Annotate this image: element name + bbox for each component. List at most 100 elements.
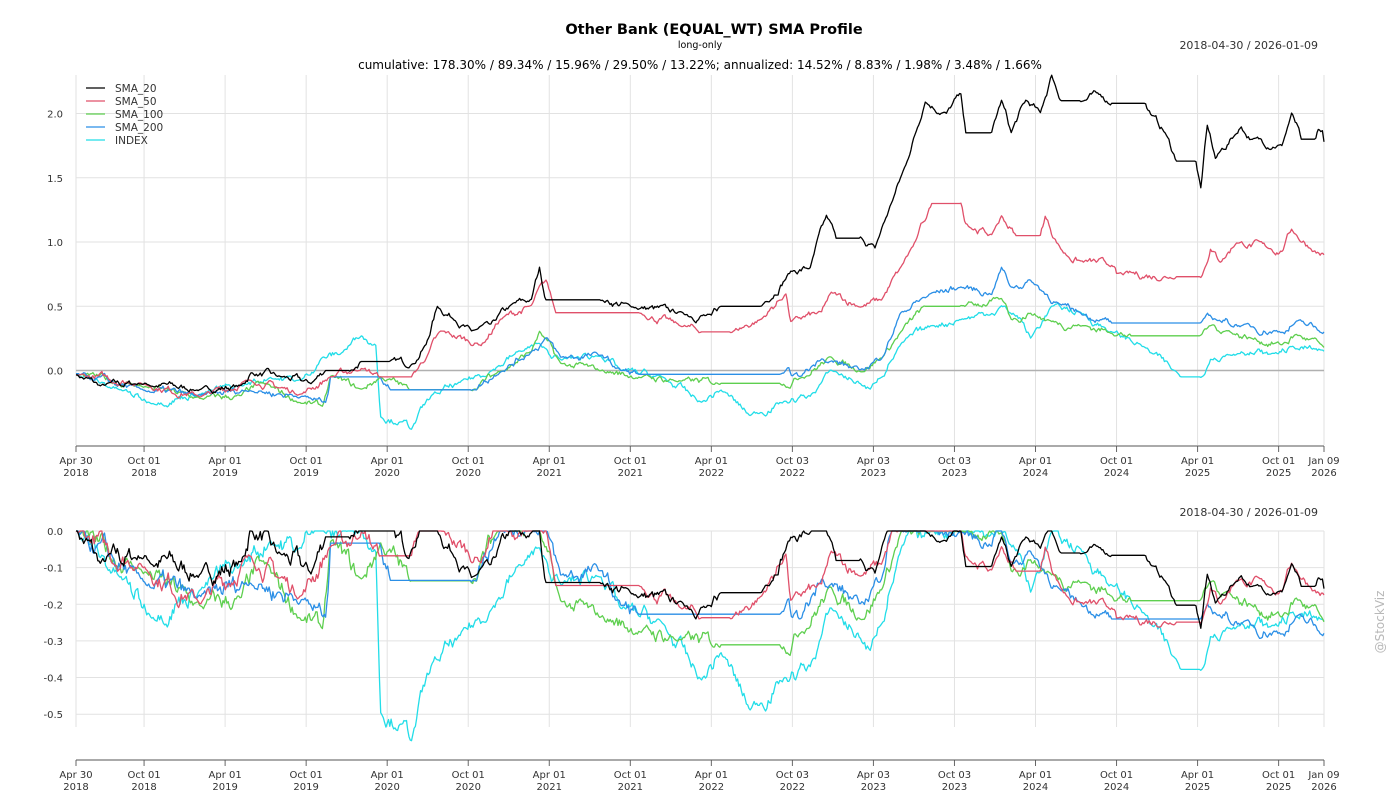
chart-title: Other Bank (EQUAL_WT) SMA Profile: [565, 22, 863, 38]
top-xtick-label: 2019: [212, 468, 237, 479]
chart-subtitle: long-only: [678, 40, 723, 51]
bottom-xtick-label: 2026: [1311, 782, 1336, 793]
top-xtick-label: 2021: [537, 468, 562, 479]
bottom-xtick-label: 2020: [374, 782, 399, 793]
legend-label: INDEX: [115, 135, 148, 147]
bottom-xtick-label: 2019: [293, 782, 318, 793]
top-ytick-label: 1.0: [47, 238, 63, 249]
top-ytick-label: 1.5: [47, 174, 63, 185]
top-xtick-label: 2022: [780, 468, 805, 479]
top-xtick-label: Apr 01: [1019, 456, 1052, 467]
bottom-xtick-label: Apr 01: [533, 770, 566, 781]
bottom-xtick-label: 2021: [537, 782, 562, 793]
top-xtick-label: 2019: [293, 468, 318, 479]
bottom-xtick-label: Apr 30: [59, 770, 92, 781]
top-series-sma-50: [75, 202, 1325, 399]
bottom-xtick-label: 2022: [780, 782, 805, 793]
bottom-ytick-label: 0.0: [47, 527, 63, 538]
top-xtick-label: 2024: [1023, 468, 1048, 479]
top-xtick-label: 2026: [1311, 468, 1336, 479]
top-xtick-label: Jan 09: [1307, 456, 1339, 467]
top-xtick-label: Apr 01: [1181, 456, 1214, 467]
top-xtick-label: Apr 01: [371, 456, 404, 467]
bottom-xtick-label: 2019: [212, 782, 237, 793]
top-xtick-label: Apr 01: [695, 456, 728, 467]
bottom-xtick-label: Apr 01: [1181, 770, 1214, 781]
top-xtick-label: Oct 01: [1262, 456, 1295, 467]
top-xtick-label: Oct 01: [127, 456, 160, 467]
bottom-series-index: [76, 530, 1325, 742]
bottom-xtick-label: 2018: [63, 782, 88, 793]
bottom-series-sma-20: [76, 530, 1325, 629]
bottom-xtick-label: Apr 01: [209, 770, 242, 781]
bottom-xtick-label: Apr 03: [857, 770, 890, 781]
legend-label: SMA_100: [115, 109, 163, 121]
bottom-xtick-label: Oct 01: [614, 770, 647, 781]
top-xtick-label: Oct 01: [1100, 456, 1133, 467]
top-series-sma-100: [75, 296, 1325, 407]
watermark: @StockViz: [1373, 591, 1387, 654]
top-xtick-label: 2023: [942, 468, 967, 479]
top-xtick-label: Oct 01: [614, 456, 647, 467]
top-ytick-label: 0.5: [47, 302, 63, 313]
top-xtick-label: 2021: [618, 468, 643, 479]
bottom-xtick-label: 2021: [618, 782, 643, 793]
date-range-bottom: 2018-04-30 / 2026-01-09: [1179, 506, 1318, 519]
stats-text: cumulative: 178.30% / 89.34% / 15.96% / …: [358, 58, 1042, 72]
bottom-xtick-label: Oct 03: [938, 770, 971, 781]
top-xtick-label: 2020: [374, 468, 399, 479]
top-ytick-label: 2.0: [47, 110, 63, 121]
bottom-xtick-label: Oct 01: [1100, 770, 1133, 781]
top-xtick-label: 2024: [1104, 468, 1129, 479]
bottom-xtick-label: Oct 01: [452, 770, 485, 781]
bottom-xtick-label: Apr 01: [695, 770, 728, 781]
bottom-xtick-label: Oct 01: [290, 770, 323, 781]
bottom-xtick-label: Jan 09: [1307, 770, 1339, 781]
bottom-xtick-label: 2018: [131, 782, 156, 793]
bottom-xtick-label: 2024: [1104, 782, 1129, 793]
bottom-xtick-label: 2023: [942, 782, 967, 793]
bottom-ytick-label: -0.4: [43, 674, 63, 685]
top-xtick-label: 2025: [1185, 468, 1210, 479]
bottom-xtick-label: Apr 01: [1019, 770, 1052, 781]
top-xtick-label: 2023: [861, 468, 886, 479]
legend-label: SMA_20: [115, 83, 157, 95]
top-series-sma-20: [75, 74, 1325, 394]
legend-label: SMA_50: [115, 96, 157, 108]
top-xtick-label: Apr 30: [59, 456, 92, 467]
top-xtick-label: Oct 03: [938, 456, 971, 467]
bottom-series-sma-100: [76, 530, 1325, 657]
legend-label: SMA_200: [115, 122, 163, 134]
top-xtick-label: 2020: [456, 468, 481, 479]
bottom-xtick-label: 2023: [861, 782, 886, 793]
top-series-sma-200: [76, 266, 1325, 404]
top-xtick-label: 2022: [699, 468, 724, 479]
top-xtick-label: Oct 03: [776, 456, 809, 467]
bottom-xtick-label: 2020: [456, 782, 481, 793]
top-series-index: [75, 302, 1325, 430]
bottom-xtick-label: Oct 03: [776, 770, 809, 781]
top-xtick-label: Oct 01: [452, 456, 485, 467]
bottom-series-sma-200: [76, 530, 1325, 640]
bottom-ytick-label: -0.3: [43, 637, 63, 648]
top-xtick-label: 2018: [131, 468, 156, 479]
bottom-series-sma-50: [75, 530, 1325, 628]
top-xtick-label: Apr 03: [857, 456, 890, 467]
bottom-ytick-label: -0.2: [43, 600, 63, 611]
top-xtick-label: Apr 01: [533, 456, 566, 467]
top-xtick-label: 2018: [63, 468, 88, 479]
top-xtick-label: Apr 01: [209, 456, 242, 467]
bottom-xtick-label: 2025: [1185, 782, 1210, 793]
bottom-ytick-label: -0.5: [43, 710, 63, 721]
top-xtick-label: 2025: [1266, 468, 1291, 479]
bottom-xtick-label: 2025: [1266, 782, 1291, 793]
bottom-ytick-label: -0.1: [43, 564, 63, 575]
top-ytick-label: 0.0: [47, 366, 63, 377]
top-xtick-label: Oct 01: [290, 456, 323, 467]
date-range-top: 2018-04-30 / 2026-01-09: [1179, 39, 1318, 52]
bottom-xtick-label: 2024: [1023, 782, 1048, 793]
bottom-xtick-label: Oct 01: [127, 770, 160, 781]
